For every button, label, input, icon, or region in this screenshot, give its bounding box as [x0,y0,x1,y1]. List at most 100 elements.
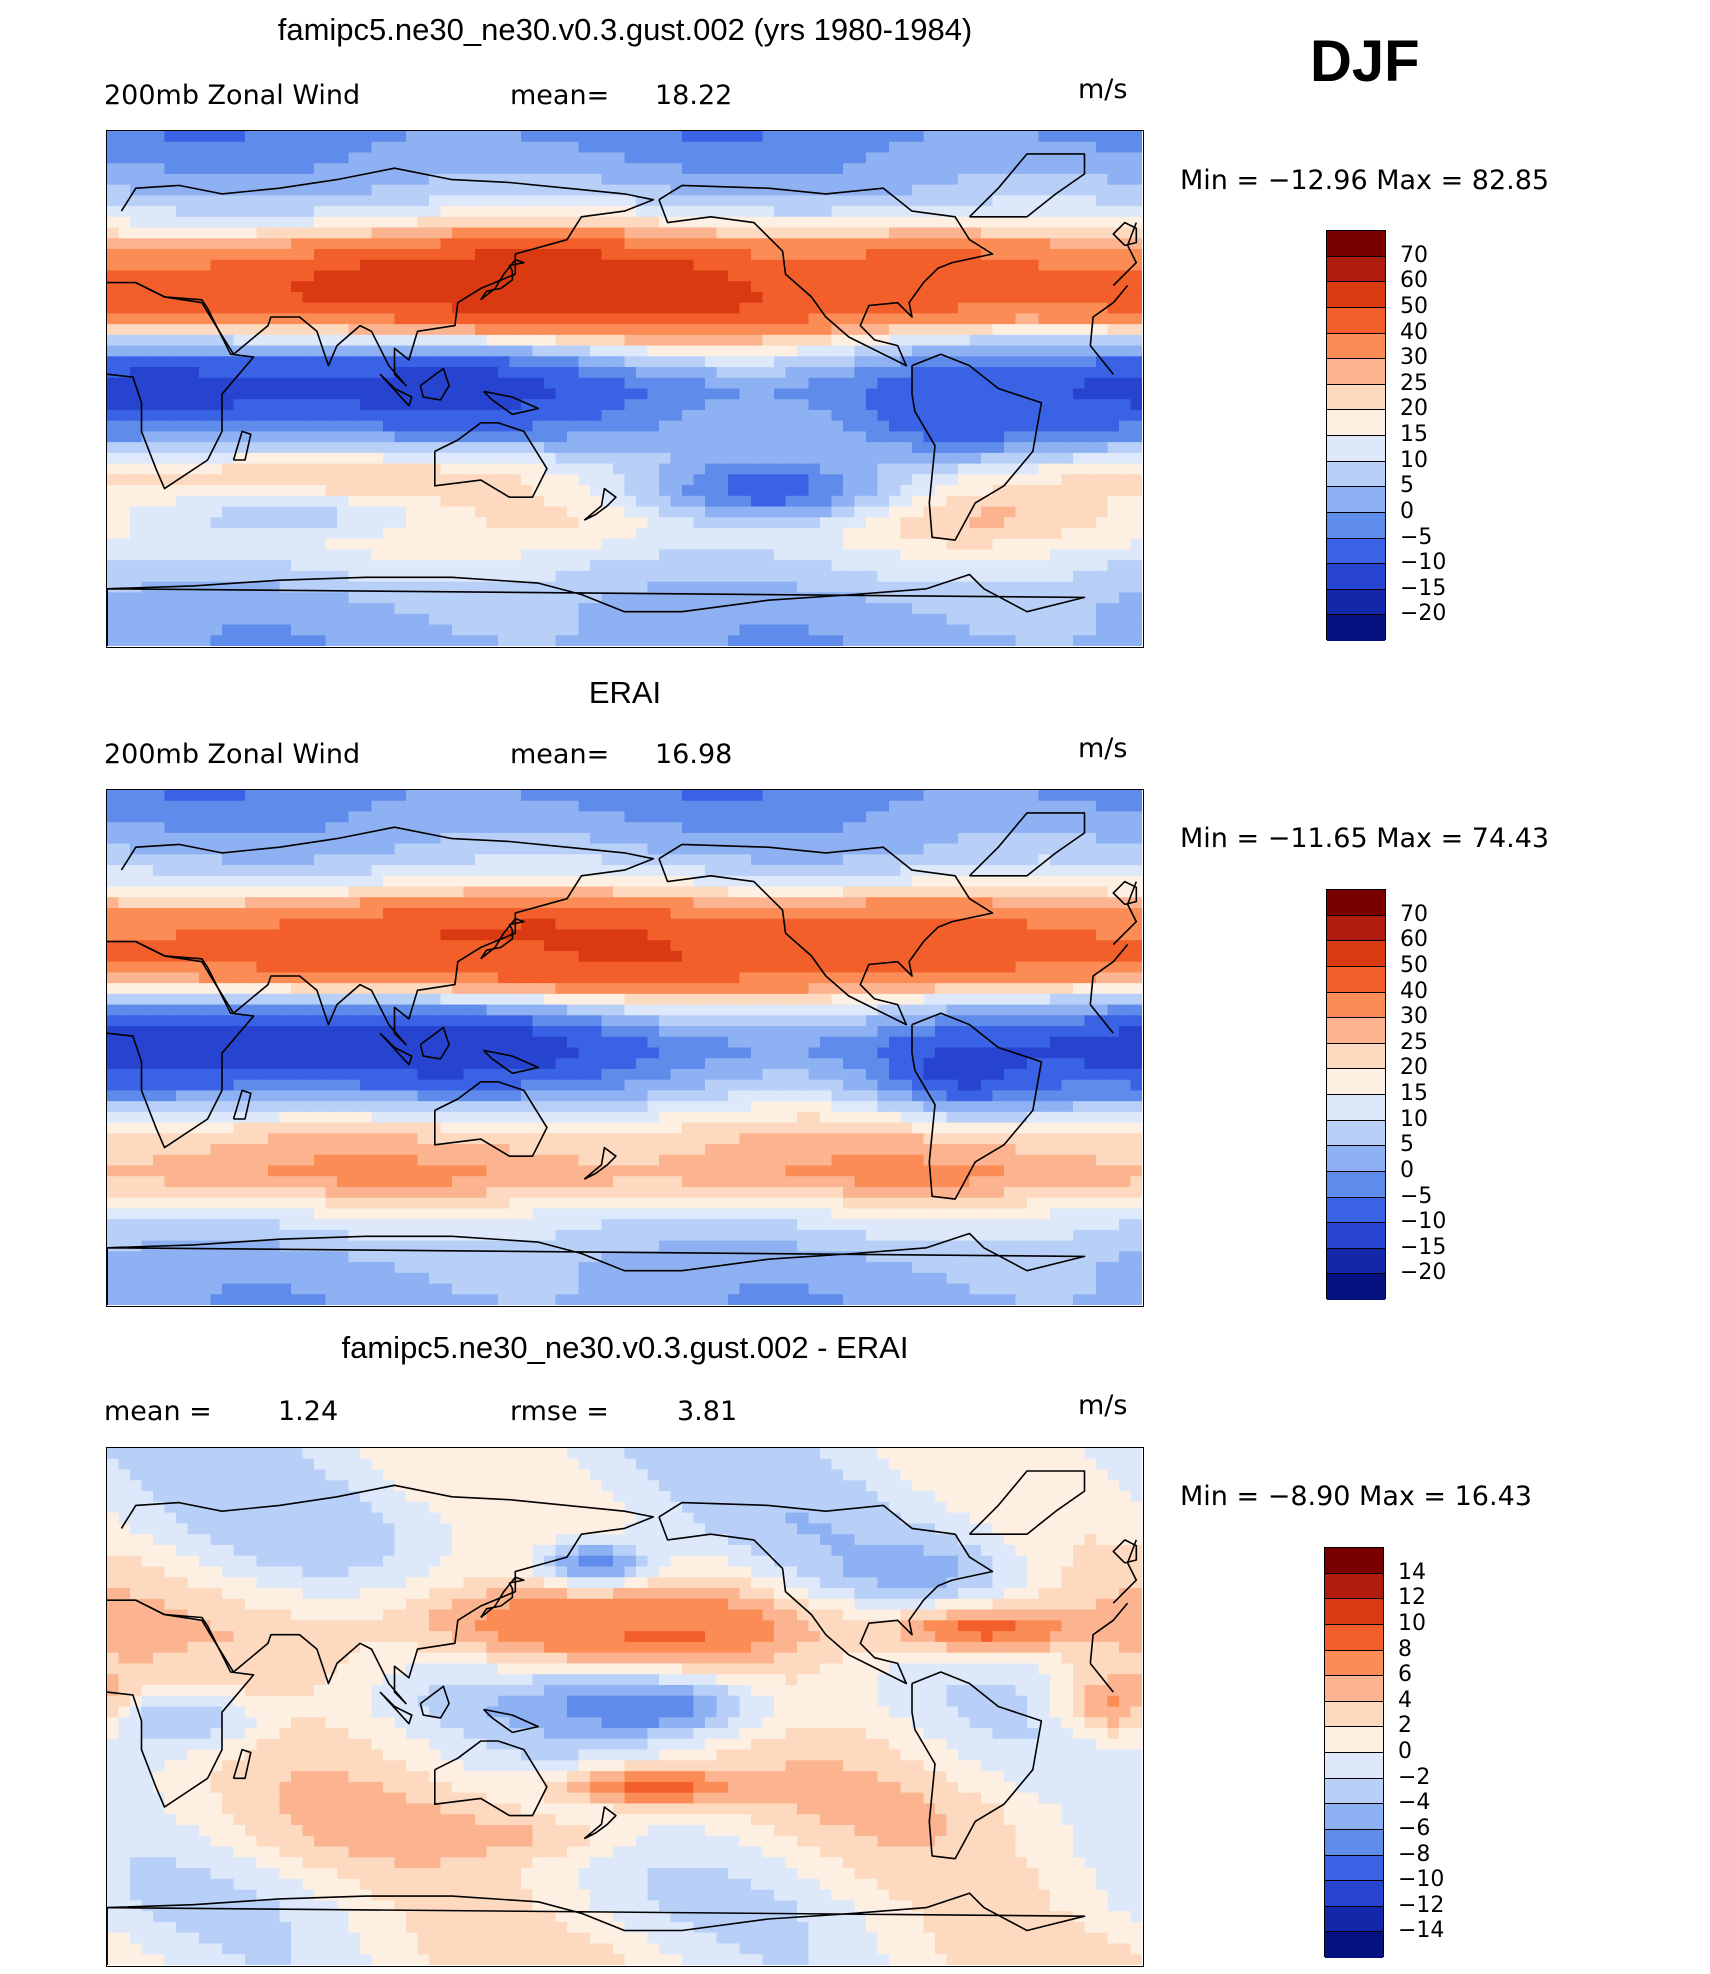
field-cell [141,206,154,218]
field-cell [1084,163,1097,175]
field-cell [141,549,154,561]
field-cell [843,238,856,250]
field-cell [578,570,591,583]
field-cell [877,811,890,823]
field-cell [992,399,1005,411]
field-cell [417,538,430,551]
field-cell [222,811,235,823]
field-cell [854,334,867,347]
field-cell [820,527,833,540]
field-cell [958,431,971,443]
field-cell [325,822,338,834]
field-cell [751,227,764,239]
field-cell [659,570,672,583]
field-cell [452,854,465,866]
field-cell [1038,495,1051,508]
field-cell [705,367,718,379]
field-cell [889,800,902,813]
field-cell [268,474,281,486]
field-cell [141,485,154,497]
field-cell [141,195,154,207]
field-cell [624,800,637,813]
field-cell [739,356,752,368]
field-cell [118,811,131,823]
field-cell [429,249,442,261]
field-cell [463,463,476,475]
field-cell [498,399,511,411]
field-cell [498,420,511,433]
field-cell [889,527,902,540]
field-cell [130,345,143,357]
field-cell [371,334,384,347]
field-cell [210,613,223,626]
field-cell [831,399,844,411]
field-cell [1130,249,1142,261]
field-cell [187,790,200,802]
field-cell [923,249,936,261]
field-cell [233,377,246,390]
field-cell [1038,420,1051,433]
field-cell [866,238,879,250]
field-cell [279,356,292,368]
field-cell [1084,442,1097,454]
field-cell [578,163,591,175]
field-cell [889,442,902,454]
field-cell [187,485,200,497]
field-cell [567,581,580,593]
field-cell [406,506,419,518]
field-cell [1107,442,1120,454]
field-cell [728,517,741,529]
field-cell [532,506,545,518]
field-cell [176,270,189,282]
field-cell [291,854,304,866]
field-cell [1130,195,1142,207]
field-cell [670,592,683,604]
field-cell [751,377,764,390]
field-cell [705,377,718,390]
field-cell [877,281,890,293]
field-cell [820,506,833,518]
field-cell [498,388,511,400]
field-cell [245,635,258,646]
field-cell [843,388,856,400]
field-cell [406,442,419,454]
field-cell [1038,790,1051,802]
field-cell [693,485,706,497]
field-cell [118,527,131,540]
field-cell [107,356,120,368]
field-cell [808,216,821,229]
field-cell [647,388,660,400]
field-cell [325,152,338,164]
field-cell [912,485,925,497]
field-cell [624,613,637,626]
field-cell [532,249,545,261]
field-cell [567,163,580,175]
field-cell [1073,206,1086,218]
field-cell [141,356,154,368]
field-cell [440,270,453,282]
field-cell [532,452,545,465]
field-cell [475,624,488,636]
field-cell [647,854,660,866]
field-cell [509,163,522,175]
field-cell [797,800,810,813]
field-cell [429,195,442,207]
field-cell [877,173,890,186]
field-cell [210,549,223,561]
field-cell [245,811,258,823]
field-cell [222,420,235,433]
field-cell [613,313,626,325]
field-cell [1096,420,1109,433]
field-cell [314,832,327,845]
field-cell [866,356,879,368]
field-cell [670,495,683,508]
field-cell [981,291,994,304]
field-cell [406,206,419,218]
field-cell [797,249,810,261]
field-cell [348,270,361,282]
field-cell [544,163,557,175]
field-cell [831,635,844,646]
field-cell [532,854,545,866]
field-cell [900,270,913,282]
field-cell [153,442,166,454]
